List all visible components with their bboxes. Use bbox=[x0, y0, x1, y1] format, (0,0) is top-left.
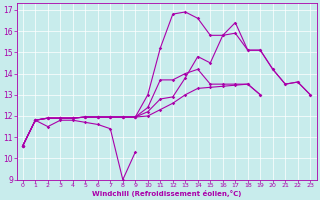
X-axis label: Windchill (Refroidissement éolien,°C): Windchill (Refroidissement éolien,°C) bbox=[92, 190, 241, 197]
